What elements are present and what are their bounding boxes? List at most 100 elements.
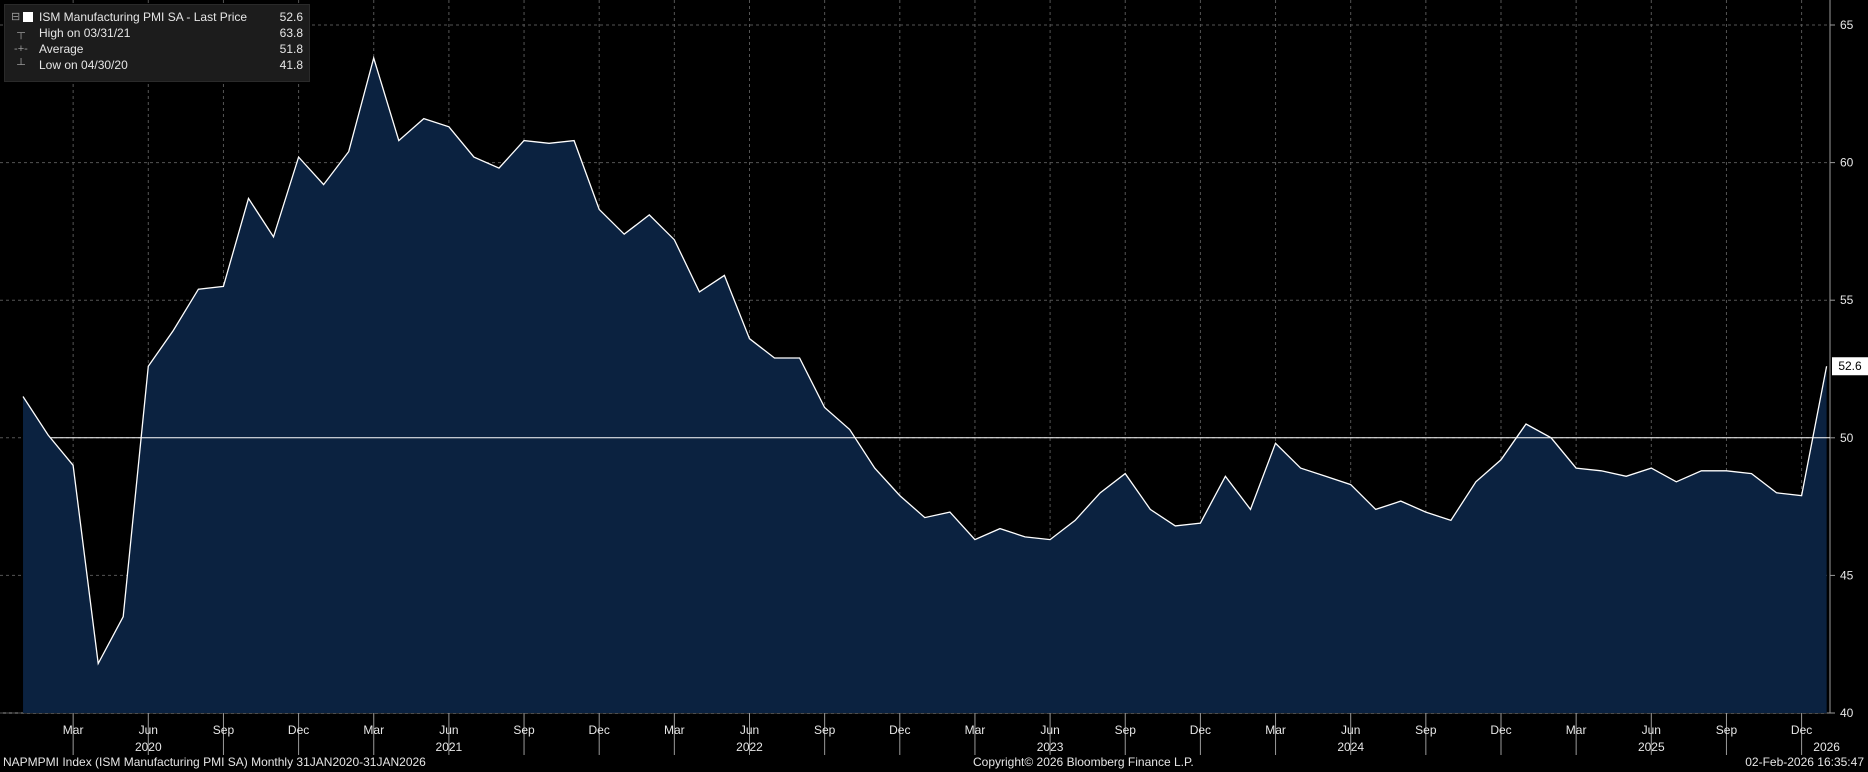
data-point <box>21 395 25 399</box>
x-year-label: 2023 <box>1037 740 1064 754</box>
last-price-tag <box>1832 357 1868 376</box>
legend-average-label: Average <box>39 42 84 56</box>
footer-timestamp: 02-Feb-2026 16:35:47 <box>1745 755 1864 769</box>
data-point <box>1474 480 1478 484</box>
data-point <box>1524 422 1528 426</box>
series-line <box>22 55 1828 666</box>
legend-series-row: ⊟ ISM Manufacturing PMI SA - Last Price … <box>11 9 303 25</box>
data-point <box>1825 364 1829 368</box>
x-year-label: 2020 <box>135 740 162 754</box>
legend-high-row: ┬ High on 03/31/21 63.8 <box>11 25 303 41</box>
data-point <box>297 155 301 159</box>
data-point <box>347 150 351 154</box>
footer-ticker: NAPMPMI Index (ISM Manufacturing PMI SA)… <box>3 755 426 769</box>
data-point <box>522 139 526 143</box>
data-point <box>1123 472 1127 476</box>
data-point <box>196 287 200 291</box>
data-point <box>96 661 100 665</box>
legend-average-row: -+- Average 51.8 <box>11 41 303 57</box>
data-point <box>1674 480 1678 484</box>
data-point <box>697 290 701 294</box>
data-point <box>722 273 726 277</box>
last-price-label: 52.6 <box>1838 359 1862 373</box>
x-year-label: 2026 <box>1813 740 1840 754</box>
data-point <box>898 494 902 498</box>
data-point <box>422 117 426 121</box>
x-tick-label: Jun <box>1040 723 1059 737</box>
x-tick-label: Dec <box>288 723 309 737</box>
data-point <box>1223 474 1227 478</box>
x-tick-label: Mar <box>1566 723 1587 737</box>
data-point <box>1574 466 1578 470</box>
data-point <box>1399 499 1403 503</box>
legend-low-value: 41.8 <box>279 58 303 72</box>
x-tick-label: Jun <box>439 723 458 737</box>
data-point <box>672 238 676 242</box>
series-area <box>23 58 1827 713</box>
average-marker-icon: -+- <box>11 43 28 55</box>
data-point <box>1324 474 1328 478</box>
data-point <box>1624 474 1628 478</box>
data-point <box>246 196 250 200</box>
x-tick-label: Mar <box>363 723 384 737</box>
data-point <box>1098 491 1102 495</box>
x-tick-label: Dec <box>1791 723 1812 737</box>
data-point <box>948 510 952 514</box>
x-year-label: 2024 <box>1337 740 1364 754</box>
data-point <box>547 141 551 145</box>
data-point <box>372 56 376 60</box>
data-point <box>1449 518 1453 522</box>
x-tick-label: Mar <box>63 723 84 737</box>
chart-legend: ⊟ ISM Manufacturing PMI SA - Last Price … <box>4 4 310 82</box>
legend-high-label: High on 03/31/21 <box>39 26 131 40</box>
x-tick-label: Jun <box>1642 723 1661 737</box>
data-point <box>1775 491 1779 495</box>
x-tick-label: Dec <box>889 723 910 737</box>
data-point <box>1374 507 1378 511</box>
x-tick-label: Jun <box>1341 723 1360 737</box>
x-tick-label: Sep <box>1115 723 1137 737</box>
x-tick-label: Jun <box>740 723 759 737</box>
data-point <box>597 207 601 211</box>
legend-low-label: Low on 04/30/20 <box>39 58 128 72</box>
legend-last-value: 52.6 <box>279 10 303 24</box>
data-point <box>823 406 827 410</box>
y-tick-label: 40 <box>1840 706 1854 720</box>
data-point <box>322 183 326 187</box>
data-point <box>472 155 476 159</box>
high-marker-icon: ┬ <box>11 27 25 39</box>
data-point <box>1549 436 1553 440</box>
collapse-icon[interactable]: ⊟ <box>11 9 37 25</box>
data-point <box>1599 469 1603 473</box>
x-tick-label: Dec <box>589 723 610 737</box>
data-point <box>71 463 75 467</box>
data-point <box>1198 521 1202 525</box>
data-point <box>1173 524 1177 528</box>
data-point <box>46 433 50 437</box>
low-marker-icon: ┴ <box>11 59 25 71</box>
data-point <box>447 125 451 129</box>
data-point <box>773 356 777 360</box>
data-point <box>1023 535 1027 539</box>
data-point <box>1649 466 1653 470</box>
data-point <box>923 516 927 520</box>
data-point <box>1724 469 1728 473</box>
data-point <box>1749 472 1753 476</box>
x-year-label: 2025 <box>1638 740 1665 754</box>
data-point <box>1148 507 1152 511</box>
x-tick-label: Sep <box>513 723 535 737</box>
data-point <box>121 615 125 619</box>
x-year-label: 2022 <box>736 740 763 754</box>
y-tick-label: 60 <box>1840 156 1854 170</box>
series-swatch-icon <box>23 12 33 22</box>
x-tick-label: Mar <box>1265 723 1286 737</box>
legend-low-row: ┴ Low on 04/30/20 41.8 <box>11 57 303 73</box>
legend-average-value: 51.8 <box>279 42 303 56</box>
x-tick-label: Sep <box>1415 723 1437 737</box>
data-point <box>1699 469 1703 473</box>
data-point <box>1800 494 1804 498</box>
x-tick-label: Mar <box>664 723 685 737</box>
data-point <box>622 232 626 236</box>
y-tick-label: 50 <box>1840 431 1854 445</box>
